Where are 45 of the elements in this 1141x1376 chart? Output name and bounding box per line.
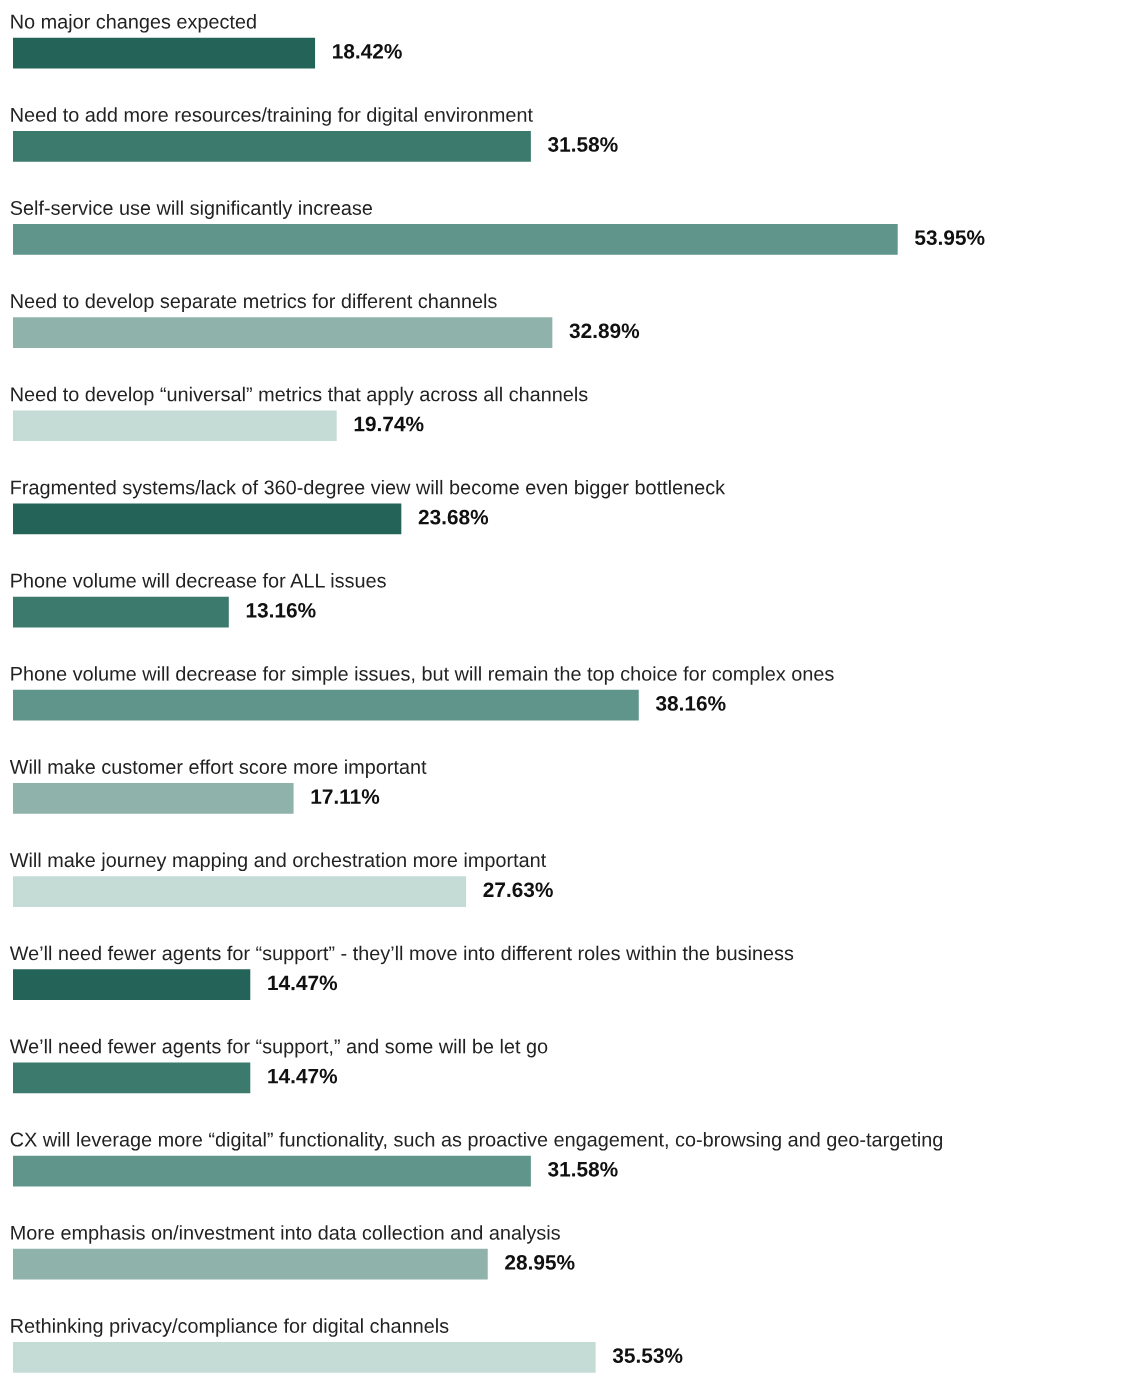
data-label: 14.47% xyxy=(268,1068,338,1084)
data-label: 13.16% xyxy=(246,602,316,618)
bar xyxy=(13,317,553,348)
data-label: 53.95% xyxy=(915,230,985,246)
y-tick-label: Phone volume will decrease for ALL issues xyxy=(11,573,386,588)
bar xyxy=(13,1342,596,1373)
bar xyxy=(13,876,467,907)
y-tick-label: CX will leverage more “digital” functionality, such as proactive engagement, co-browsing and geo-targeting xyxy=(10,1132,943,1151)
y-tick-label: More emphasis on/investment into data collection and analysis xyxy=(11,1225,560,1244)
data-label: 31.58% xyxy=(548,1161,618,1177)
bar xyxy=(13,596,229,628)
y-tick-label: Need to develop separate metrics for different channels xyxy=(11,293,497,313)
data-label: 14.47% xyxy=(268,975,338,991)
bar xyxy=(13,410,337,442)
bar xyxy=(13,783,294,814)
data-label: 31.58% xyxy=(548,137,618,152)
y-tick-label: Need to add more resources/training for digital environment xyxy=(11,107,533,126)
bar xyxy=(13,689,639,721)
data-label: 35.53% xyxy=(612,1348,683,1363)
y-tick-label: Will make customer effort score more important xyxy=(9,759,427,778)
data-label: 17.11% xyxy=(311,789,380,804)
data-label: 32.89% xyxy=(569,323,640,339)
data-label: 38.16% xyxy=(655,696,726,711)
bar xyxy=(13,130,531,162)
y-tick-label: Need to develop “universal” metrics that apply across all channels xyxy=(11,386,588,406)
y-tick-label: Will make journey mapping and orchestration more important xyxy=(9,852,547,872)
y-tick-label: Fragmented systems/lack of 360-degree view will become even bigger bottleneck xyxy=(11,479,726,499)
y-tick-label: We’ll need fewer agents for “support,” and some will be let go xyxy=(9,1038,548,1058)
bar xyxy=(13,224,898,255)
data-label: 27.63% xyxy=(483,882,553,898)
bar xyxy=(13,1155,531,1187)
data-label: 28.95% xyxy=(505,1255,575,1270)
data-label: 23.68% xyxy=(418,509,489,525)
bar xyxy=(13,1248,488,1280)
y-tick-label: Self-service use will significantly increase xyxy=(10,200,372,219)
bar xyxy=(13,969,251,1001)
y-tick-label: Rethinking privacy/compliance for digital channels xyxy=(11,1318,449,1337)
bar xyxy=(13,1062,251,1094)
bar xyxy=(13,503,402,535)
y-tick-label: No major changes expected xyxy=(11,14,256,33)
bar xyxy=(13,37,316,69)
y-tick-label: We’ll need fewer agents for “support” - they’ll move into different roles within the business xyxy=(9,945,794,965)
data-label: 19.74% xyxy=(354,416,424,432)
data-label: 18.42% xyxy=(333,43,402,59)
y-tick-label: Phone volume will decrease for simple issues, but will remain the top choice for complex ones xyxy=(11,666,834,685)
